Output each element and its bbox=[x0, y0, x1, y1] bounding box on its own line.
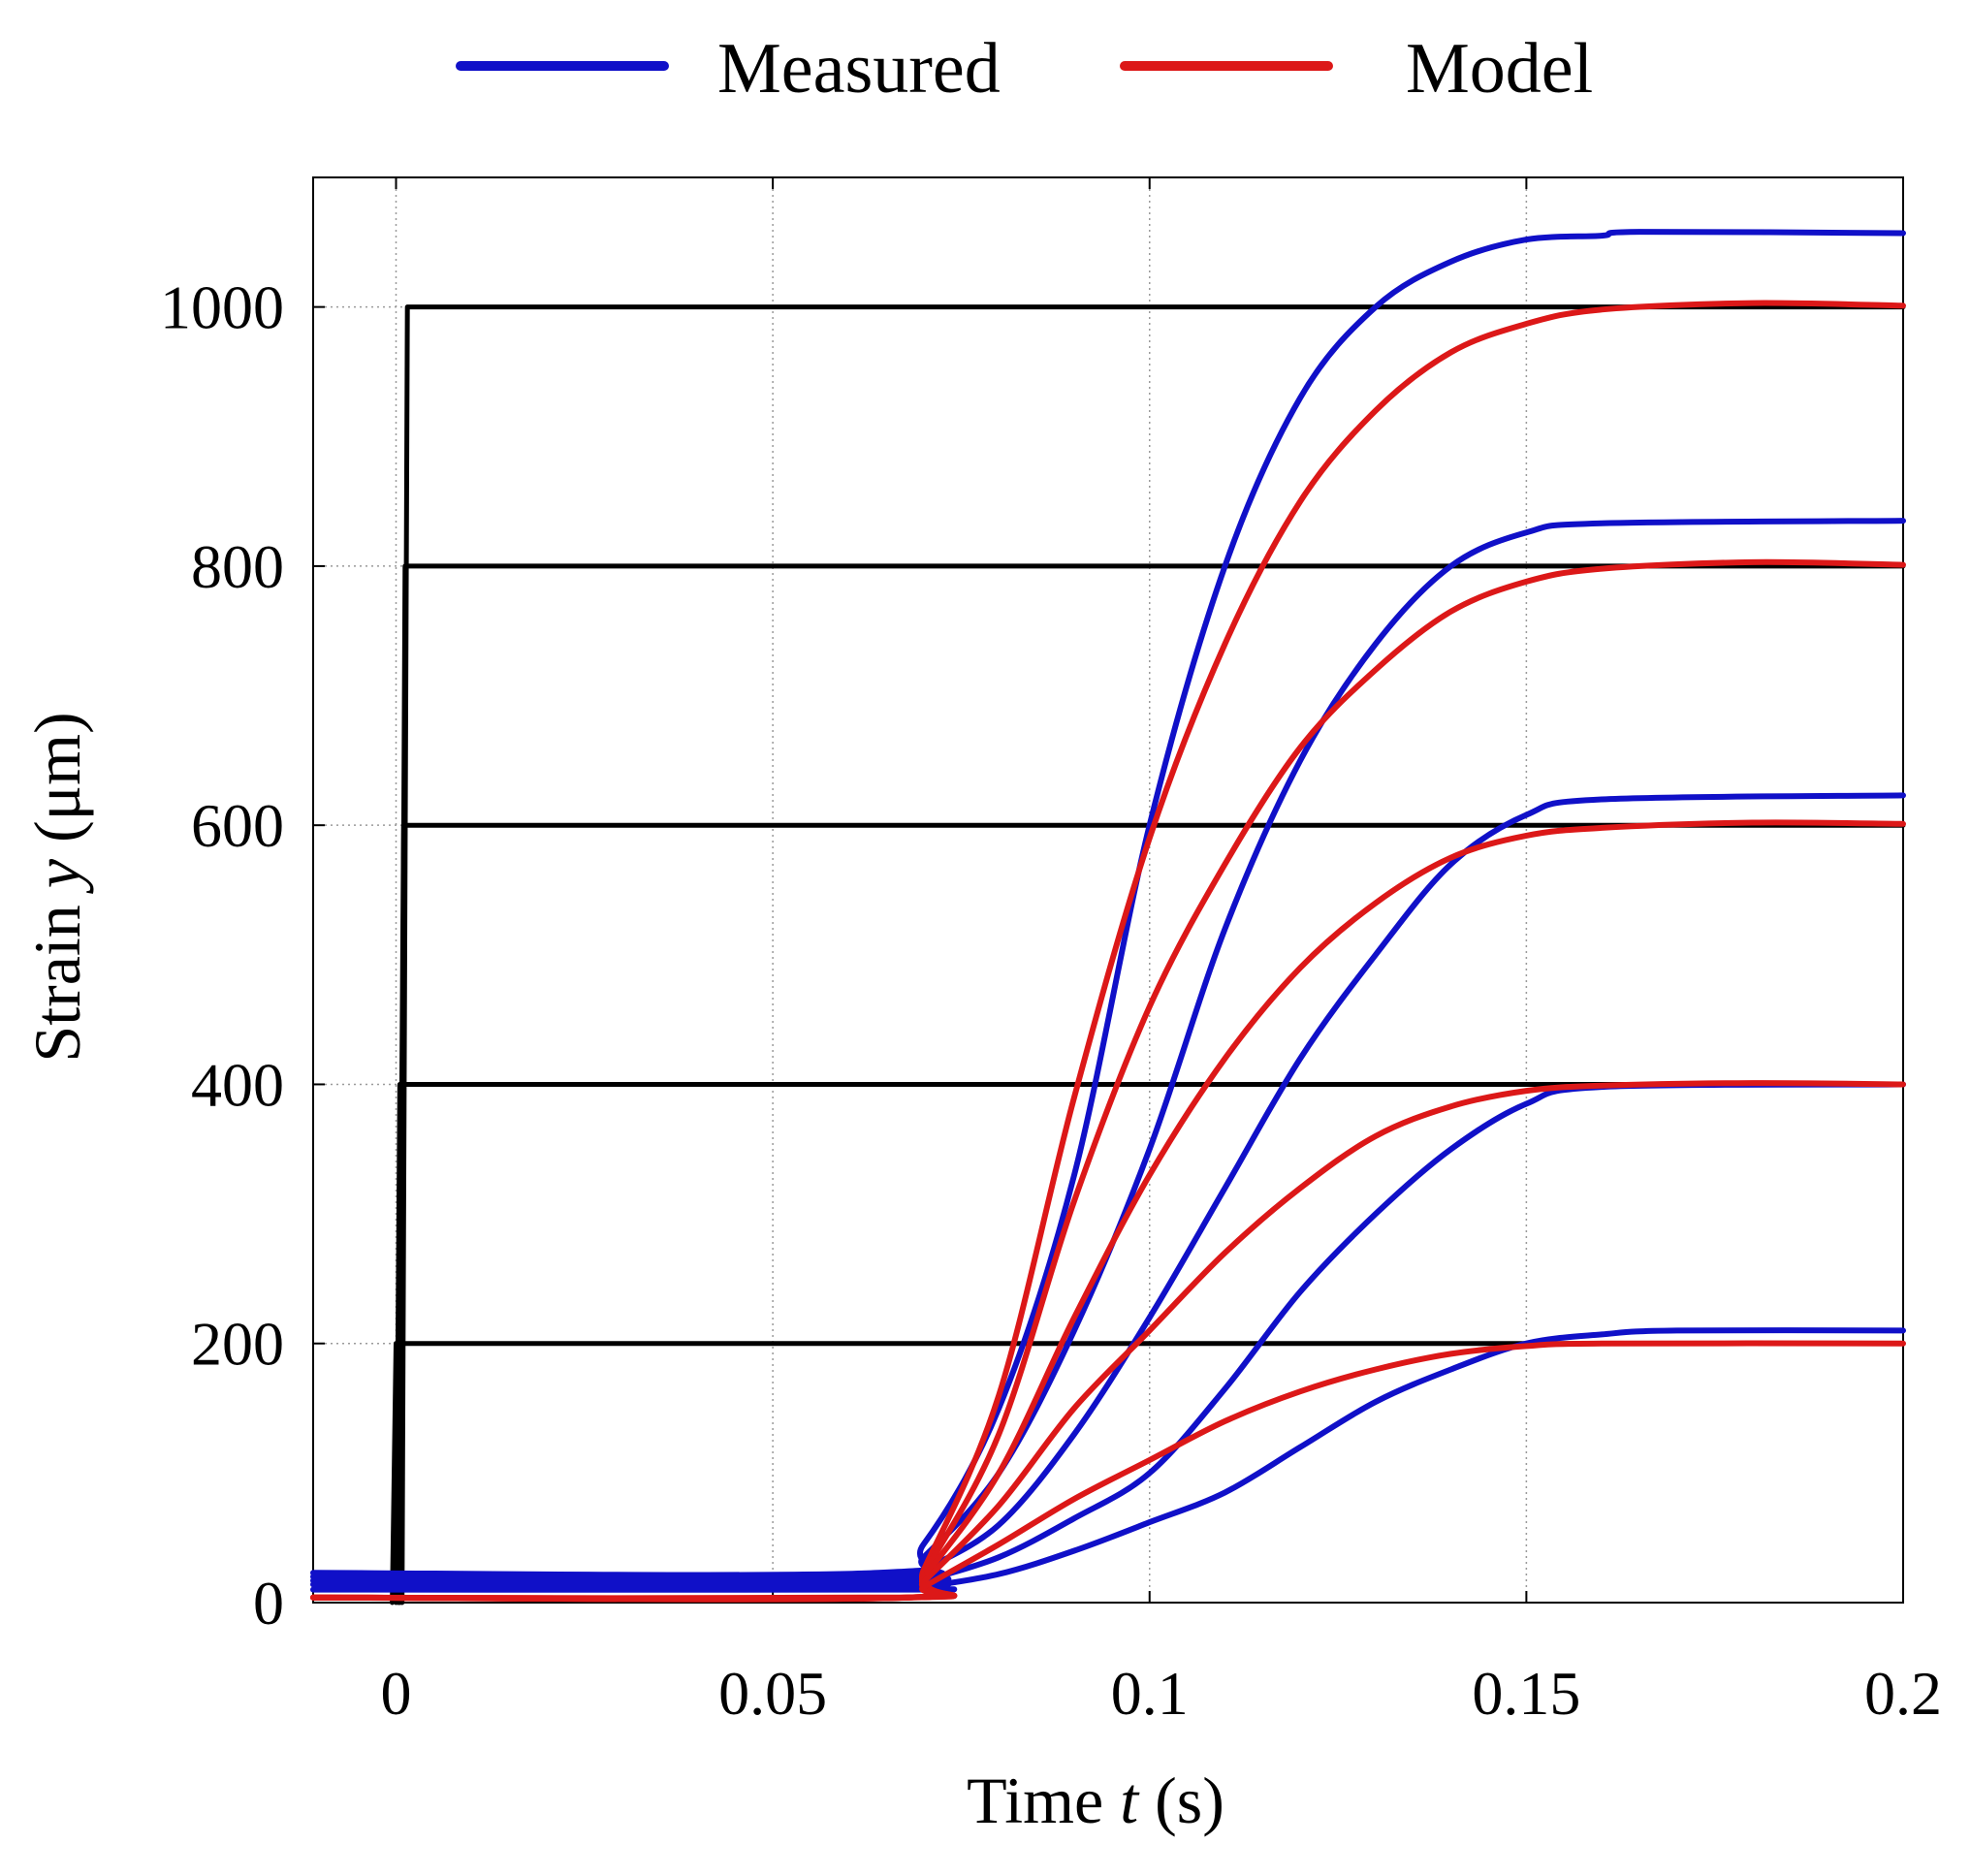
y-axis-title-prefix: Strain bbox=[20, 888, 94, 1062]
series-reference-600 bbox=[396, 822, 1906, 1606]
y-tick-label: 0 bbox=[253, 1569, 284, 1638]
x-axis-title-variable: t bbox=[1120, 1764, 1140, 1837]
x-tick-label: 0.2 bbox=[1864, 1659, 1942, 1728]
series-reference-1000 bbox=[399, 304, 1906, 1606]
y-axis-title: Strain y (μm) bbox=[20, 712, 94, 1062]
y-tick-label: 1000 bbox=[160, 273, 284, 342]
plot-frame bbox=[312, 176, 1904, 1604]
x-axis-title-prefix: Time bbox=[967, 1764, 1120, 1837]
y-axis-title-unit: (μm) bbox=[20, 712, 94, 859]
x-tick-label: 0.15 bbox=[1472, 1659, 1580, 1728]
series-model-200 bbox=[310, 1340, 1906, 1602]
x-tick-label: 0 bbox=[380, 1659, 411, 1728]
x-tick-labels: 0 0.05 0.1 0.15 0.2 bbox=[380, 1659, 1942, 1728]
series-measured-600 bbox=[310, 792, 1906, 1585]
x-tick-label: 0.1 bbox=[1111, 1659, 1189, 1728]
series-measured-800 bbox=[310, 518, 1906, 1581]
legend-label-model: Model bbox=[1406, 29, 1593, 109]
x-tick-label: 0.05 bbox=[718, 1659, 827, 1728]
y-tick-label: 600 bbox=[191, 791, 284, 860]
y-axis-title-variable: y bbox=[20, 858, 94, 894]
series-measured-400 bbox=[310, 1081, 1906, 1588]
series-model-1000 bbox=[310, 300, 1906, 1603]
legend: Measured Model bbox=[456, 29, 1593, 109]
y-tick-label: 400 bbox=[191, 1050, 284, 1119]
x-axis-title-unit: (s) bbox=[1138, 1764, 1224, 1837]
series-layer bbox=[310, 229, 1906, 1606]
x-axis-title: Time t (s) bbox=[967, 1764, 1224, 1837]
y-tick-labels: 0 200 400 600 800 1000 bbox=[160, 273, 284, 1638]
y-tick-label: 800 bbox=[191, 532, 284, 601]
series-model-800 bbox=[310, 558, 1906, 1603]
y-tick-label: 200 bbox=[191, 1310, 284, 1379]
legend-label-measured: Measured bbox=[717, 29, 1001, 109]
